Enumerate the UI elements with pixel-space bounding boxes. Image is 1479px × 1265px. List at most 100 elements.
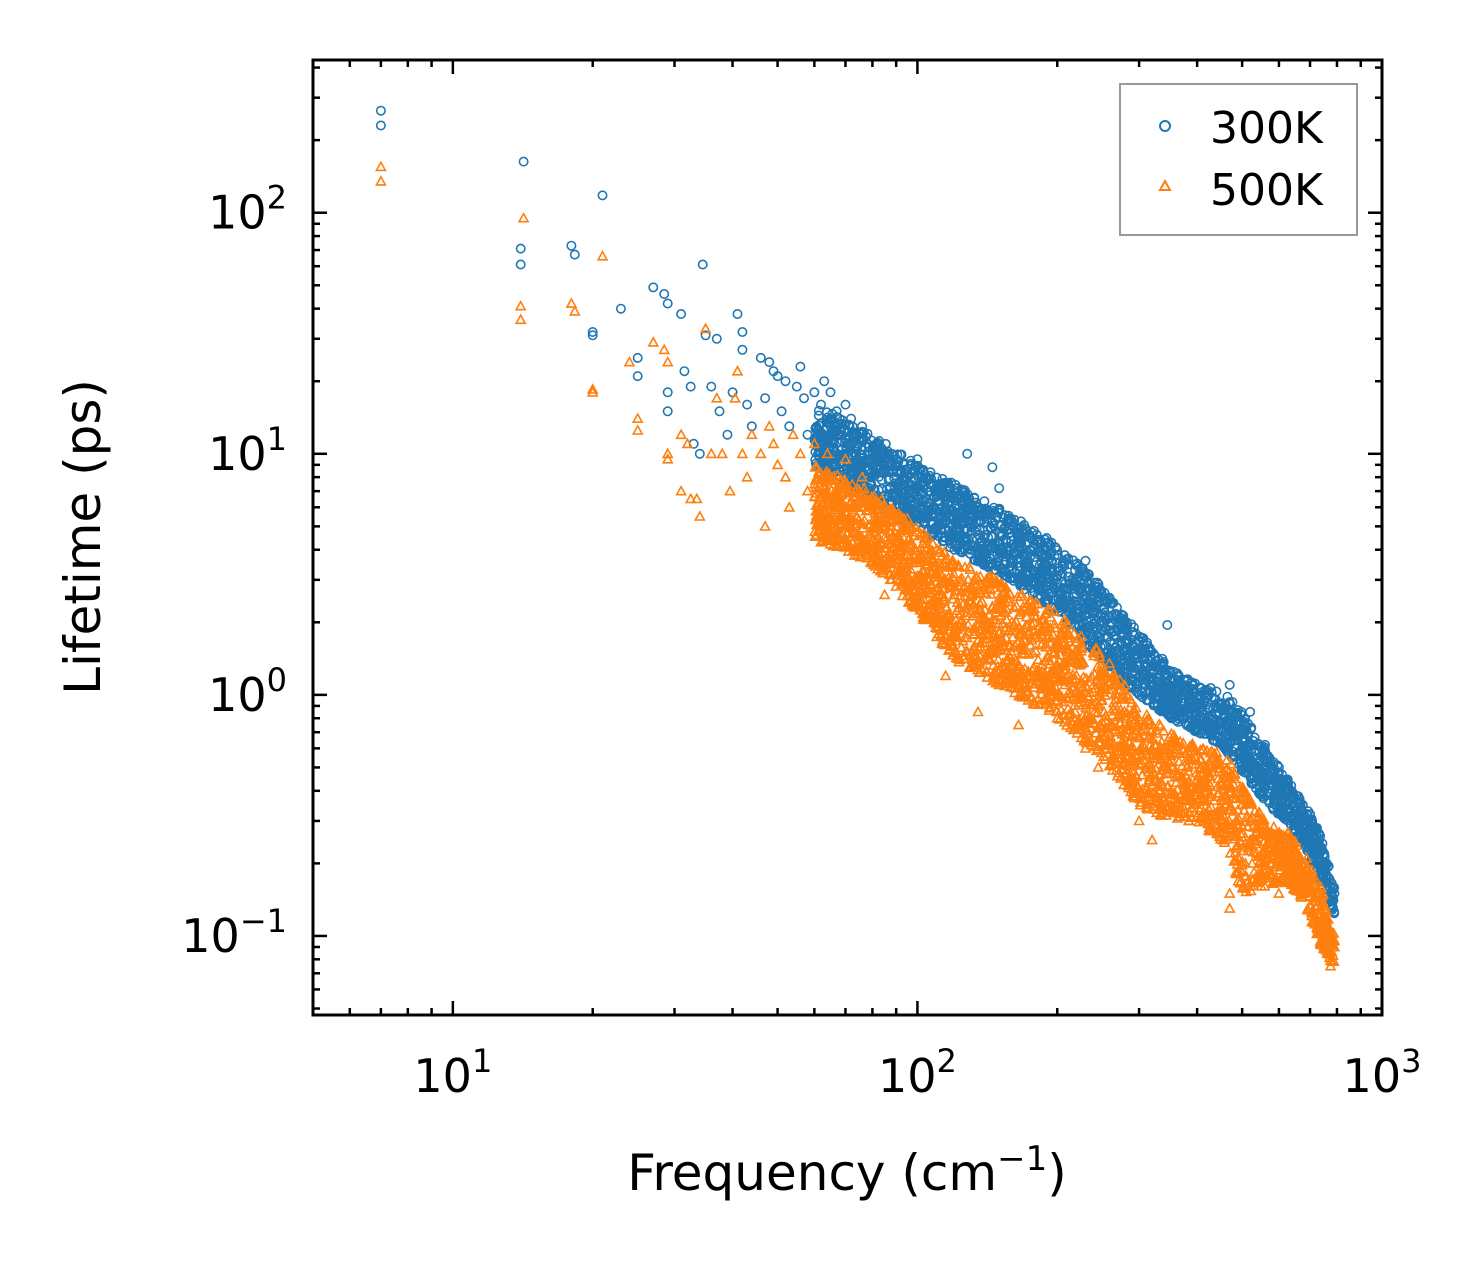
data-point-500K: [914, 552, 927, 563]
data-point-300K: [1141, 657, 1152, 668]
data-point-500K: [922, 574, 935, 586]
data-point-500K: [1008, 682, 1021, 693]
data-point-500K: [942, 616, 955, 628]
data-point-500K: [1019, 672, 1032, 684]
data-point-300K: [1151, 660, 1162, 671]
data-point-500K: [1067, 681, 1080, 692]
data-point-500K: [1220, 775, 1233, 787]
data-point-300K: [1296, 805, 1307, 816]
data-point-500K: [847, 489, 860, 501]
data-point-500K: [1143, 771, 1156, 782]
data-point-500K: [1036, 679, 1049, 691]
data-point-500K: [1256, 813, 1269, 825]
data-point-300K: [1043, 557, 1054, 568]
data-point-500K: [1028, 681, 1040, 692]
data-point-500K: [1043, 654, 1055, 666]
data-point-300K: [1099, 587, 1110, 598]
data-point-500K: [932, 581, 945, 593]
data-point-300K: [1172, 706, 1183, 717]
data-point-300K: [971, 524, 982, 535]
data-point-300K: [925, 490, 936, 501]
data-point-500K: [1301, 869, 1314, 880]
data-point-500K: [1126, 782, 1138, 794]
data-point-300K: [842, 463, 853, 474]
data-point-500K: [1320, 904, 1333, 916]
data-point-500K: [1169, 747, 1182, 758]
data-point-500K: [1210, 756, 1222, 767]
data-point-500K: [1037, 612, 1050, 624]
data-point-300K: [912, 493, 923, 504]
data-point-300K: [947, 498, 958, 509]
data-point-500K: [1143, 786, 1156, 798]
data-point-500K: [945, 640, 958, 652]
data-point-500K: [1127, 703, 1140, 714]
data-point-500K: [1032, 698, 1045, 710]
data-point-300K: [1278, 811, 1289, 822]
data-point-300K: [1225, 698, 1236, 709]
data-point-500K: [1106, 709, 1119, 720]
data-point-500K: [918, 579, 931, 590]
data-point-500K: [1106, 757, 1119, 769]
data-point-300K: [1235, 727, 1246, 738]
data-point-300K: [1293, 823, 1304, 834]
data-point-500K: [1140, 708, 1153, 720]
data-point-500K: [930, 630, 943, 642]
data-point-300K: [1245, 723, 1256, 734]
data-point-500K: [1085, 670, 1098, 681]
data-point-500K: [1149, 739, 1161, 750]
data-point-300K: [1257, 785, 1268, 796]
data-point-500K: [1026, 672, 1038, 684]
data-point-500K: [933, 558, 946, 569]
data-point-300K: [1299, 832, 1310, 843]
data-point-300K: [936, 489, 947, 500]
data-point-500K: [1158, 742, 1171, 754]
data-point-500K: [943, 559, 956, 571]
data-point-500K: [1011, 675, 1024, 687]
data-point-500K: [1073, 657, 1085, 669]
data-point-500K: [1131, 718, 1144, 729]
data-point-300K: [1136, 687, 1147, 698]
data-point-300K: [1116, 609, 1127, 620]
data-point-500K: [972, 620, 984, 631]
data-point-500K: [891, 548, 904, 560]
data-point-300K: [1014, 577, 1025, 588]
data-point-300K: [1085, 598, 1096, 609]
data-point-300K: [1127, 627, 1138, 638]
data-point-500K: [1048, 617, 1061, 629]
data-point-500K: [1045, 665, 1058, 677]
data-point-300K: [845, 440, 856, 451]
data-point-300K: [987, 558, 998, 569]
data-point-300K: [1070, 559, 1081, 570]
data-point-500K: [1220, 789, 1233, 801]
data-point-300K: [1014, 522, 1025, 533]
data-point-300K: [976, 537, 987, 548]
data-point-500K: [1213, 765, 1225, 776]
data-point-500K: [901, 563, 914, 574]
data-point-500K: [1127, 729, 1139, 740]
data-point-300K: [856, 461, 867, 472]
data-point-500K: [1004, 669, 1016, 680]
data-point-300K: [1056, 586, 1067, 597]
data-point-300K: [1164, 681, 1175, 692]
data-point-300K: [1243, 718, 1254, 729]
data-point-300K: [1043, 537, 1054, 548]
data-point-500K: [1137, 792, 1149, 803]
data-point-500K: [947, 567, 960, 579]
data-point-500K: [1146, 733, 1159, 744]
data-point-300K: [1287, 793, 1298, 804]
data-point-500K: [985, 646, 997, 658]
data-point-300K: [1015, 516, 1026, 527]
data-point-300K: [986, 517, 997, 528]
data-point-300K: [838, 450, 849, 461]
data-point-500K: [868, 513, 880, 524]
data-point-300K: [1245, 772, 1256, 783]
data-point-500K: [821, 490, 833, 502]
data-point-300K: [995, 547, 1006, 558]
data-point-500K: [1191, 773, 1204, 785]
data-point-500K: [1328, 955, 1340, 966]
data-point-500K: [938, 629, 951, 640]
data-point-500K: [1253, 806, 1265, 817]
data-point-500K: [1176, 742, 1188, 754]
plot-area: [311, 58, 1384, 1017]
